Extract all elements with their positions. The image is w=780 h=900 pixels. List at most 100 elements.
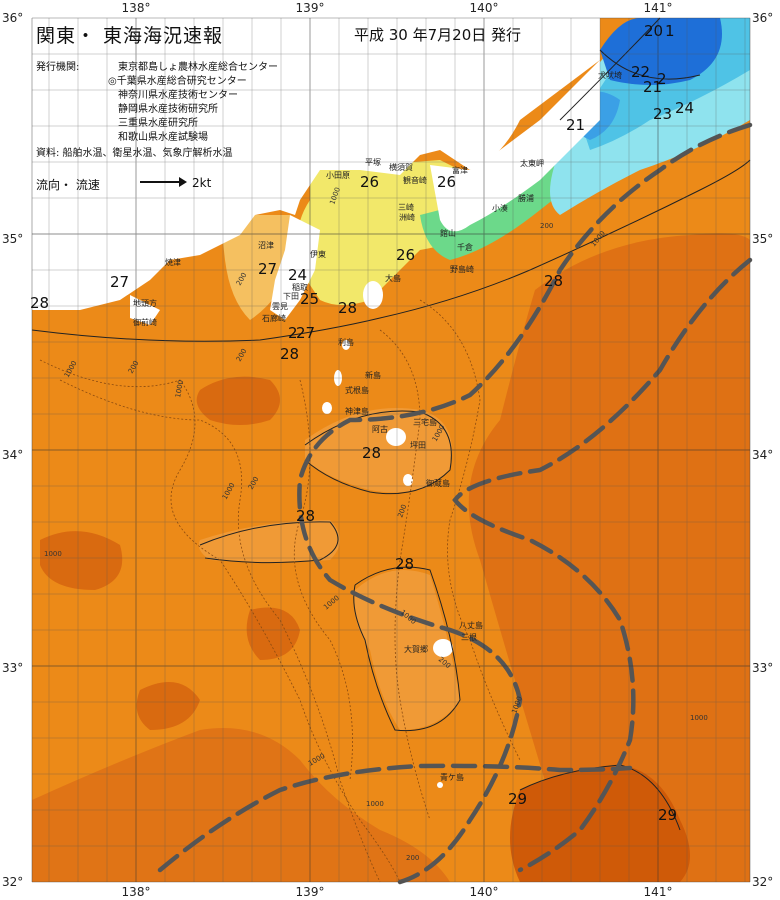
place-label: 坪田 — [410, 441, 426, 450]
place-label: 勝浦 — [518, 193, 534, 203]
place-label: 三崎 — [398, 202, 414, 212]
place-label: 下田 — [283, 292, 299, 301]
temp-label: 26 — [360, 173, 379, 191]
aogashima-island — [437, 782, 443, 788]
temp-label: 26 — [396, 246, 415, 264]
place-label: 千倉 — [457, 242, 473, 252]
temp-label: 28 — [30, 294, 49, 312]
place-label: 地頭方 — [133, 298, 157, 308]
place-label: 横須賀 — [389, 162, 413, 172]
temp-label: 22 — [631, 63, 650, 81]
miyakejima-island — [386, 428, 406, 446]
temp-label: 2 — [657, 70, 667, 88]
place-label: 洲崎 — [399, 212, 415, 222]
land-omaezaki — [130, 295, 160, 325]
place-label: 青ケ島 — [440, 772, 464, 782]
oshima-island — [363, 281, 383, 309]
depth-label: 1000 — [44, 550, 62, 558]
place-label: 太東岬 — [520, 158, 544, 168]
hachijojima-island — [433, 639, 453, 657]
longitude-labels-top: 138° 139° 140° 141° — [122, 1, 673, 15]
place-label: 平塚 — [365, 158, 381, 167]
place-label: 小湊 — [492, 203, 508, 213]
temp-label: 29 — [658, 806, 677, 824]
lon-label: 140° — [470, 1, 499, 15]
warm-patch-sw2 — [136, 682, 200, 730]
lon-label: 141° — [644, 1, 673, 15]
cooler-region-hachijo — [354, 570, 460, 730]
temp-label: 28 — [395, 555, 414, 573]
land-honshu — [32, 18, 600, 310]
place-label: 野島崎 — [450, 264, 474, 274]
place-label: 神津島 — [345, 406, 369, 416]
warm-patch-west — [196, 376, 280, 425]
temp-label: 28 — [280, 345, 299, 363]
depth-label: 200 — [540, 222, 553, 230]
land-izu-peninsula — [270, 215, 320, 320]
lon-label: 139° — [296, 885, 325, 899]
temp-label: 24 — [675, 99, 694, 117]
place-label: 雲見 — [272, 302, 288, 311]
place-label: 三根 — [461, 632, 477, 642]
depth-label: 1000 — [366, 800, 384, 808]
lon-label: 138° — [122, 885, 151, 899]
place-label: 三宅島 — [413, 417, 437, 427]
sagami-bay-cool-water — [296, 160, 470, 305]
place-label: 新島 — [365, 370, 381, 380]
latitude-labels-right: 36° 35° 34° 33° 32° — [752, 11, 773, 889]
place-label: 石廊崎 — [262, 313, 286, 323]
place-label: 伊東 — [310, 249, 326, 259]
temp-label: 20 — [644, 22, 663, 40]
place-label: 式根島 — [345, 385, 369, 395]
mikurajima-island — [403, 474, 413, 486]
depth-label: 200 — [406, 854, 419, 862]
place-label: 沼津 — [258, 240, 274, 250]
temp-label: 25 — [300, 290, 319, 308]
grid-lines — [32, 18, 750, 882]
place-label: 富津 — [452, 165, 468, 175]
temp-label: 23 — [653, 105, 672, 123]
lat-label: 34° — [2, 448, 23, 462]
temp-label: 24 — [288, 266, 307, 284]
kozushima-island — [322, 402, 332, 414]
depth-label: 1000 — [174, 379, 185, 398]
temperature-labels: 20 1 22 2 21 23 24 21 26 26 26 27 27 24 … — [30, 22, 694, 824]
place-label: 焼津 — [165, 257, 181, 267]
temp-label: 21 — [566, 116, 585, 134]
longitude-labels-bottom: 138° 139° 140° 141° — [122, 885, 673, 899]
lat-label: 36° — [752, 11, 773, 25]
lat-label: 32° — [752, 875, 773, 889]
temp-label: 27 — [110, 273, 129, 291]
temp-label: 1 — [665, 22, 675, 40]
place-label: 利島 — [338, 337, 354, 347]
temp-label: 28 — [362, 444, 381, 462]
isotherm-lines — [31, 17, 751, 831]
place-label: 館山 — [440, 228, 456, 238]
latitude-labels-left: 36° 35° 34° 33° 32° — [2, 11, 23, 889]
temp-label: 27 — [258, 260, 277, 278]
temp-label: 28 — [544, 272, 563, 290]
place-label: 御前崎 — [133, 317, 157, 327]
lon-label: 141° — [644, 885, 673, 899]
place-label: 稲取 — [292, 282, 308, 292]
lat-label: 33° — [752, 661, 773, 675]
toshima-island — [342, 340, 350, 350]
temp-label: 28 — [338, 299, 357, 317]
temp-label: 27 — [296, 324, 315, 342]
place-label: 大島 — [385, 273, 401, 283]
place-label: 阿古 — [372, 424, 388, 434]
lat-label: 35° — [752, 232, 773, 246]
lon-label: 139° — [296, 1, 325, 15]
lat-label: 36° — [2, 11, 23, 25]
place-label: 小田原 — [326, 171, 350, 180]
temp-label: 21 — [643, 78, 662, 96]
kuroshio-axis — [157, 122, 753, 885]
northeast-cold-blue — [600, 18, 722, 85]
lat-label: 34° — [752, 448, 773, 462]
temp-label: 2 — [288, 324, 298, 342]
lat-label: 32° — [2, 875, 23, 889]
place-names: 犬吠埼 太東岬 勝浦 小湊 館山 千倉 野島崎 洲崎 三崎 観音崎 横須賀 平塚… — [133, 70, 622, 782]
lon-label: 140° — [470, 885, 499, 899]
warm-patch-west2 — [40, 531, 123, 590]
